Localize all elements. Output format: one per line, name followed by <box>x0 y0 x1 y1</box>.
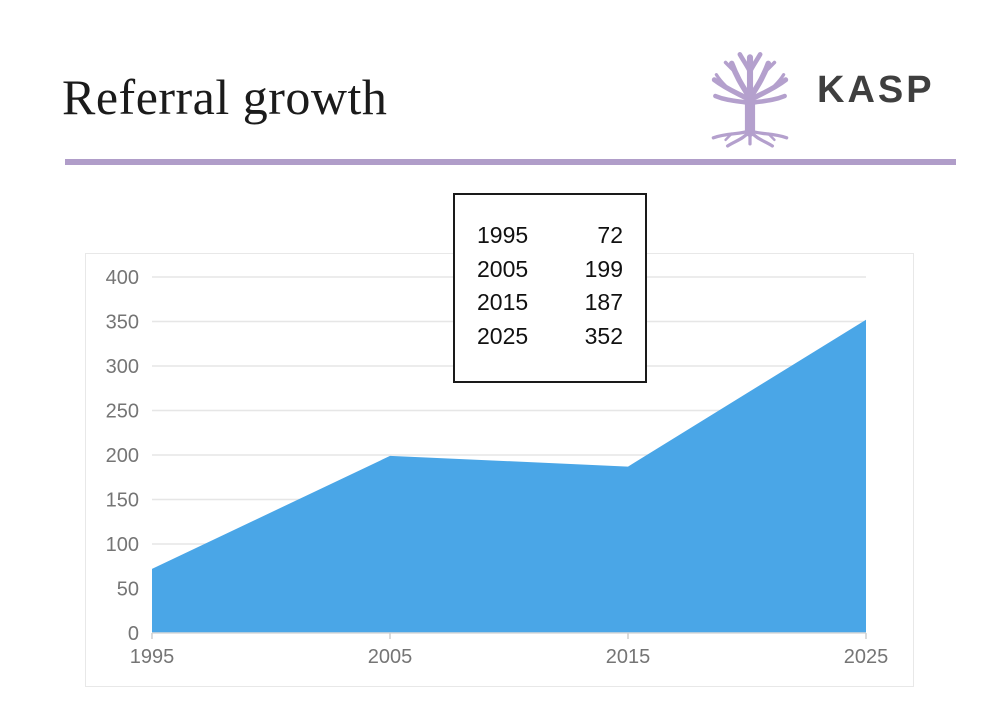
svg-text:250: 250 <box>106 401 139 423</box>
area-chart-canvas: 0 50 100 150 200 250 300 350 400 1995 2005 2015 2025 <box>106 267 889 668</box>
callout-year: 2005 <box>477 255 529 282</box>
svg-text:150: 150 <box>106 490 139 512</box>
callout-row: 2015 187 <box>477 286 623 320</box>
callout-year: 1995 <box>477 222 529 248</box>
svg-text:300: 300 <box>106 356 139 378</box>
title-divider <box>65 159 956 165</box>
svg-text:350: 350 <box>106 312 139 334</box>
callout-row: 2005 199 <box>477 253 623 287</box>
page-title: Referral growth <box>62 69 388 125</box>
svg-text:50: 50 <box>117 579 139 601</box>
callout-row: 2025 352 <box>477 320 623 354</box>
svg-text:1995: 1995 <box>130 646 175 668</box>
svg-text:2015: 2015 <box>606 646 651 668</box>
tree-icon <box>711 52 789 148</box>
svg-text:200: 200 <box>106 445 139 467</box>
callout-row: 1995 72 <box>477 219 623 253</box>
svg-text:0: 0 <box>128 623 139 645</box>
svg-text:2025: 2025 <box>844 646 889 668</box>
callout-value: 199 <box>584 255 623 282</box>
callout-year: 2015 <box>477 289 529 315</box>
callout-year: 2025 <box>477 322 529 349</box>
callout-value: 352 <box>584 322 623 349</box>
data-callout-box: 1995 72 2005 199 2015 187 2025 352 <box>453 193 647 383</box>
svg-text:400: 400 <box>106 267 139 289</box>
logo-text: KASP <box>817 68 935 111</box>
callout-value: 187 <box>584 289 623 315</box>
kasp-logo: KASP <box>697 36 957 150</box>
svg-text:2005: 2005 <box>368 646 413 668</box>
callout-value: 72 <box>597 222 623 248</box>
svg-text:100: 100 <box>106 534 139 556</box>
